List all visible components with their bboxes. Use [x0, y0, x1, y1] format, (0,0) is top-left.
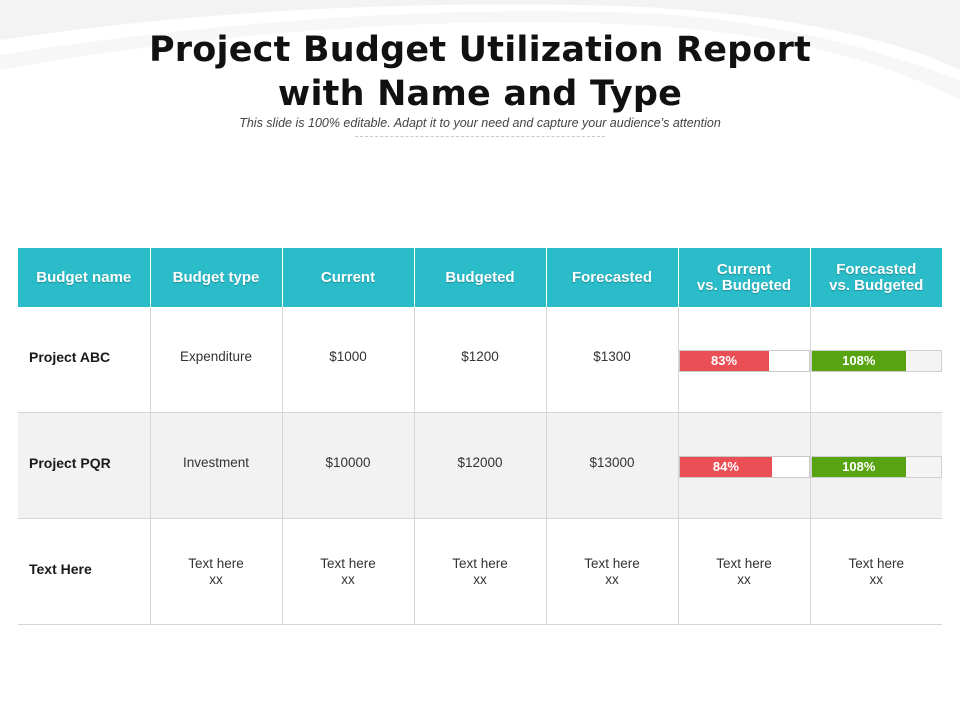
page-subtitle: This slide is 100% editable. Adapt it to…: [239, 116, 721, 130]
cell-budget-name: Text Here: [18, 518, 150, 625]
placeholder-text: Text here: [452, 555, 508, 571]
placeholder-text: Text here: [848, 555, 905, 571]
row-name: Text Here: [29, 560, 92, 577]
row-type: Expenditure: [179, 349, 253, 364]
cell-placeholder: Text here xx: [281, 518, 414, 625]
table-header-row: Budget name Budget type Current Budgeted…: [18, 248, 942, 307]
forecasted-vs-budgeted-bar: 108%: [810, 349, 942, 372]
cell-current-vs-budgeted: 84%: [677, 412, 810, 519]
row-forecasted: $1300: [593, 349, 631, 364]
forecasted-vs-budgeted-bar: 108%: [810, 455, 942, 478]
current-vs-budgeted-bar: 83%: [678, 349, 810, 372]
row-budgeted: $1200: [461, 349, 499, 364]
header-cvb-line1: Current: [716, 260, 772, 278]
forecasted-vs-budgeted-fill: 108%: [811, 456, 907, 477]
cell-forecasted: $1300: [545, 307, 678, 413]
header-cvb-line2: vs. Budgeted: [696, 276, 792, 294]
placeholder-sub: xx: [869, 571, 884, 587]
placeholder-text: Text here: [584, 555, 640, 571]
title-line-2: with Name and Type: [277, 74, 683, 114]
placeholder-text: Text here: [716, 555, 772, 571]
cell-budget-name: Project ABC: [18, 307, 150, 413]
cell-budgeted: $1200: [413, 307, 546, 413]
cell-current: $10000: [281, 412, 414, 519]
header-current: Current: [281, 248, 414, 307]
cell-forecasted-vs-budgeted: 108%: [809, 307, 942, 413]
current-vs-budgeted-bar: 84%: [678, 455, 810, 478]
page-title: Project Budget Utilization Report with N…: [0, 28, 960, 116]
placeholder-sub: xx: [737, 571, 751, 587]
header-current-vs-budgeted: Current vs. Budgeted: [677, 248, 810, 307]
row-forecasted: $13000: [589, 455, 635, 470]
subtitle-divider: [355, 136, 605, 137]
row-current: $1000: [329, 349, 367, 364]
row-name: Project ABC: [29, 348, 111, 365]
placeholder-sub: xx: [605, 571, 619, 587]
cell-forecasted-vs-budgeted: 108%: [809, 412, 942, 519]
cell-current-vs-budgeted: 83%: [677, 307, 810, 413]
placeholder-text: Text here: [188, 555, 244, 571]
cell-placeholder: Text here xx: [545, 518, 678, 625]
header-budget-type: Budget type: [149, 248, 282, 307]
header-forecasted-vs-budgeted: Forecasted vs. Budgeted: [809, 248, 942, 307]
cell-budgeted: $12000: [413, 412, 546, 519]
header-budget-name: Budget name: [18, 248, 150, 307]
title-line-1: Project Budget Utilization Report: [148, 30, 812, 70]
cell-placeholder: Text here xx: [809, 518, 942, 625]
row-name: Project PQR: [29, 454, 111, 471]
table-row: Text Here Text here xx Text here xx Text h…: [18, 518, 942, 625]
header-budgeted: Budgeted: [413, 248, 546, 307]
header-fvb-line2: vs. Budgeted: [829, 276, 924, 294]
cell-forecasted: $13000: [545, 412, 678, 519]
placeholder-sub: xx: [341, 571, 355, 587]
placeholder-text: Text here: [320, 555, 376, 571]
row-budgeted: $12000: [457, 455, 503, 470]
cell-placeholder: Text here xx: [677, 518, 810, 625]
current-vs-budgeted-fill: 83%: [679, 350, 769, 371]
cell-budget-name: Project PQR: [18, 412, 150, 519]
header-forecasted: Forecasted: [545, 248, 678, 307]
cell-budget-type: Investment: [149, 412, 282, 519]
cell-budget-type: Expenditure: [149, 307, 282, 413]
cell-current: $1000: [281, 307, 414, 413]
forecasted-vs-budgeted-fill: 108%: [811, 350, 907, 371]
current-vs-budgeted-fill: 84%: [679, 456, 773, 477]
budget-table: Budget name Budget type Current Budgeted…: [18, 248, 942, 625]
row-type: Investment: [182, 455, 250, 470]
cell-placeholder: Text here xx: [149, 518, 282, 625]
header-fvb-line1: Forecasted: [836, 260, 917, 278]
table-row: Project ABC Expenditure $1000 $1200 $130…: [18, 307, 942, 413]
row-current: $10000: [325, 455, 371, 470]
table-row: Project PQR Investment $10000 $12000 $13…: [18, 412, 942, 519]
placeholder-sub: xx: [473, 571, 487, 587]
placeholder-sub: xx: [209, 571, 223, 587]
cell-placeholder: Text here xx: [413, 518, 546, 625]
